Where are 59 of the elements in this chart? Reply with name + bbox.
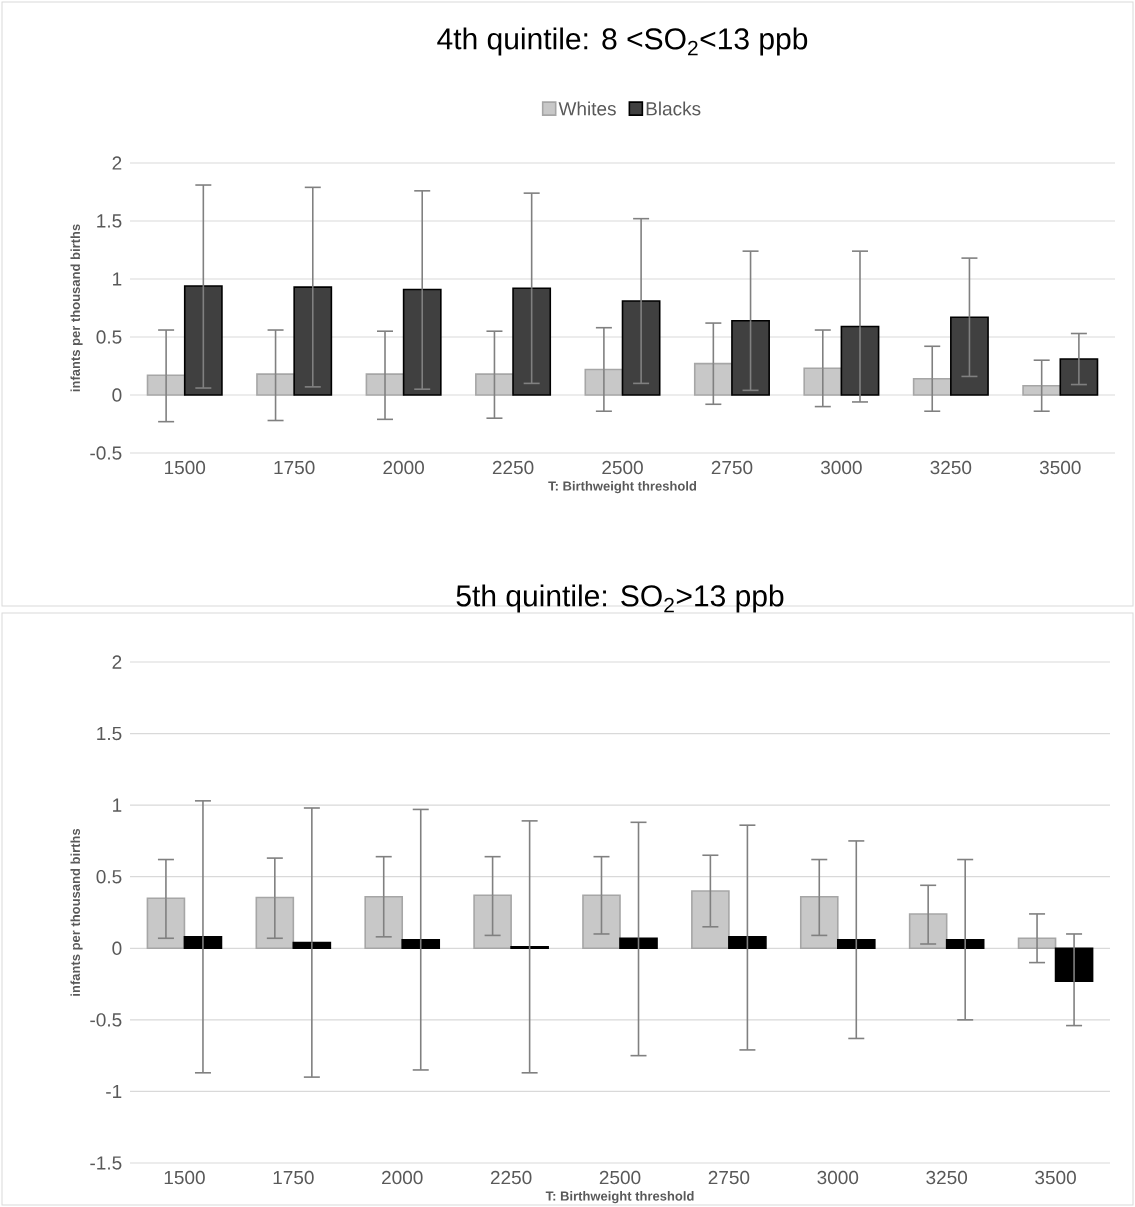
bar <box>365 373 405 396</box>
bar <box>1017 937 1057 950</box>
y-tick-label: 1 <box>113 798 122 812</box>
y-tick-label: -0.5 <box>90 1013 122 1027</box>
legend-label: Whites <box>558 101 616 116</box>
bar <box>1054 947 1094 983</box>
bar <box>183 936 223 950</box>
y-axis-title: infants per thousand births <box>70 224 83 392</box>
y-tick-label: 1.5 <box>97 726 122 741</box>
x-axis-title: T: Birthweight threshold <box>545 1191 694 1204</box>
y-axis-title: infants per thousand births <box>70 828 83 996</box>
x-tick-label: 1500 <box>165 460 206 475</box>
y-tick-label: 0.5 <box>96 330 122 344</box>
bar <box>146 374 186 396</box>
y-tick-label: 1.5 <box>97 214 122 228</box>
x-tick-label: 1750 <box>274 460 315 475</box>
bar <box>840 325 880 396</box>
x-tick-label: 3250 <box>926 1170 968 1185</box>
x-tick-label: 2750 <box>711 460 753 475</box>
bar <box>803 367 843 396</box>
bar <box>836 938 876 950</box>
x-tick-label: 3500 <box>1035 1170 1076 1185</box>
bar <box>256 373 295 396</box>
x-tick-label: 2000 <box>383 460 424 475</box>
chart-title: 4th quintile: 8 <SO$_{2}$<13 ppb <box>437 27 808 56</box>
x-tick-label: 2500 <box>602 460 643 475</box>
bar <box>945 938 985 950</box>
y-tick-label: 0 <box>112 941 122 956</box>
legend-label: Blacks <box>646 101 701 116</box>
y-tick-label: 0 <box>112 388 122 402</box>
bar <box>728 936 767 950</box>
y-tick-label: 1 <box>113 272 122 286</box>
y-tick-label: -1.5 <box>90 1156 122 1170</box>
x-tick-label: 2750 <box>708 1170 750 1185</box>
bar <box>475 373 514 396</box>
x-axis-title: T: Birthweight threshold <box>548 481 697 494</box>
y-tick-label: -0.5 <box>90 446 122 460</box>
bar <box>584 368 624 396</box>
y-tick-label: 2 <box>112 655 122 669</box>
bar <box>693 362 733 396</box>
y-tick-label: 0.5 <box>96 869 122 884</box>
x-tick-label: 2500 <box>599 1170 641 1185</box>
x-tick-label: 2250 <box>490 1170 532 1185</box>
bar <box>292 941 332 950</box>
x-tick-label: 3000 <box>817 1170 859 1185</box>
bar <box>619 937 658 950</box>
x-tick-label: 1500 <box>164 1170 205 1185</box>
y-tick-label: -1 <box>106 1084 122 1098</box>
x-tick-label: 3000 <box>820 460 862 475</box>
x-tick-label: 2000 <box>382 1170 423 1185</box>
x-tick-label: 3500 <box>1039 460 1081 475</box>
y-tick-label: 2 <box>112 156 122 170</box>
x-tick-label: 2250 <box>492 460 534 475</box>
bar <box>1022 384 1062 396</box>
chart-title: 5th quintile: SO$_{2}$>13 ppb <box>456 584 784 613</box>
bar <box>401 938 441 950</box>
bar <box>912 377 952 396</box>
x-tick-label: 3250 <box>930 460 972 475</box>
x-tick-label: 1750 <box>273 1170 314 1185</box>
